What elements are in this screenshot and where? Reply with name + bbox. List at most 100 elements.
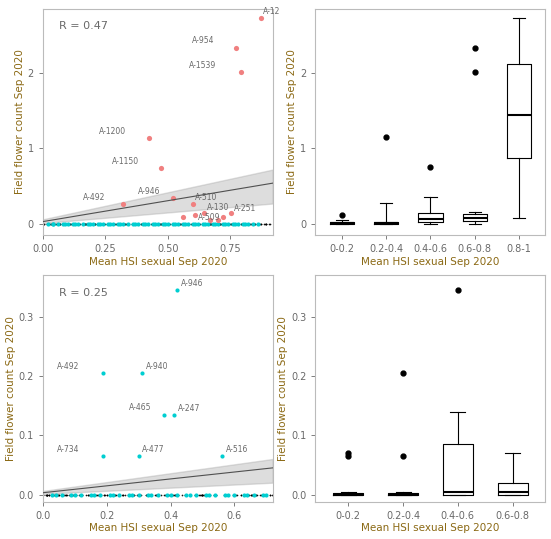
Point [243,490,252,499]
Point [47,490,56,499]
Point [94,219,102,228]
Point [195,490,203,499]
Point [230,490,239,499]
Point [244,219,252,228]
Point [245,219,254,228]
Point [215,219,224,228]
Point [242,219,251,228]
Point [174,490,183,499]
Point [213,216,222,224]
Point [202,490,211,499]
Point [261,219,269,228]
Point [151,219,160,228]
Point [163,219,171,228]
Point [223,490,231,499]
Point [47,219,56,228]
Point [181,219,190,228]
Text: A-946: A-946 [138,187,160,196]
Point [153,490,162,499]
Point [231,219,240,228]
Point [63,490,72,499]
Point [141,219,150,228]
Point [63,219,72,228]
Point [68,219,77,228]
Point [104,219,112,228]
Point [57,490,66,499]
Point [40,219,48,228]
Point [96,490,105,499]
Point [218,219,227,228]
Point [153,219,162,228]
Y-axis label: Field flower count Sep 2020: Field flower count Sep 2020 [15,50,25,195]
Point [221,219,230,228]
Point [81,219,90,228]
Point [123,219,132,228]
Point [251,219,260,228]
Text: R = 0.47: R = 0.47 [59,21,108,31]
Point [67,490,76,499]
Point [117,219,126,228]
Point [257,490,266,499]
Text: A-509: A-509 [198,213,220,223]
Point [184,219,193,228]
Point [132,490,141,499]
Point [39,490,48,499]
Point [161,219,170,228]
Point [257,219,266,228]
Point [160,490,169,499]
X-axis label: Mean HSI sexual Sep 2020: Mean HSI sexual Sep 2020 [89,257,227,267]
Point [159,219,168,228]
Point [172,490,181,499]
Point [213,219,222,228]
Point [250,219,259,228]
Point [212,219,221,228]
Point [118,199,127,208]
Point [223,490,231,499]
Y-axis label: Field flower count Sep 2020: Field flower count Sep 2020 [6,316,15,461]
Point [67,490,75,499]
Text: A-130: A-130 [207,203,229,212]
Point [211,219,220,228]
Point [244,219,252,228]
Point [198,490,207,499]
Point [156,219,165,228]
Point [161,490,170,499]
Point [93,490,101,499]
Point [102,219,111,228]
Point [224,490,233,499]
Point [226,219,235,228]
Point [128,490,137,499]
Text: A-12: A-12 [263,6,280,16]
Point [150,490,159,499]
Point [252,219,261,228]
Point [244,219,253,228]
Point [93,219,102,228]
Point [134,452,143,460]
Point [114,219,122,228]
Text: A-477: A-477 [142,445,165,454]
Point [103,219,112,228]
Point [55,490,64,499]
Point [102,490,111,499]
Point [111,219,120,228]
Point [72,490,81,499]
Point [215,219,224,228]
Point [261,219,270,228]
Point [202,490,211,499]
Point [242,490,251,499]
Point [103,490,112,499]
Point [144,490,153,499]
Point [134,219,143,228]
X-axis label: Mean HSI sexual Sep 2020: Mean HSI sexual Sep 2020 [361,257,500,267]
Point [191,490,199,499]
Point [247,219,256,228]
Point [192,490,201,499]
Text: A-954: A-954 [192,36,214,45]
Point [129,490,138,499]
Point [179,219,188,228]
Point [61,490,70,499]
Point [111,490,120,499]
Point [166,219,175,228]
Point [265,219,274,228]
Point [210,490,219,499]
